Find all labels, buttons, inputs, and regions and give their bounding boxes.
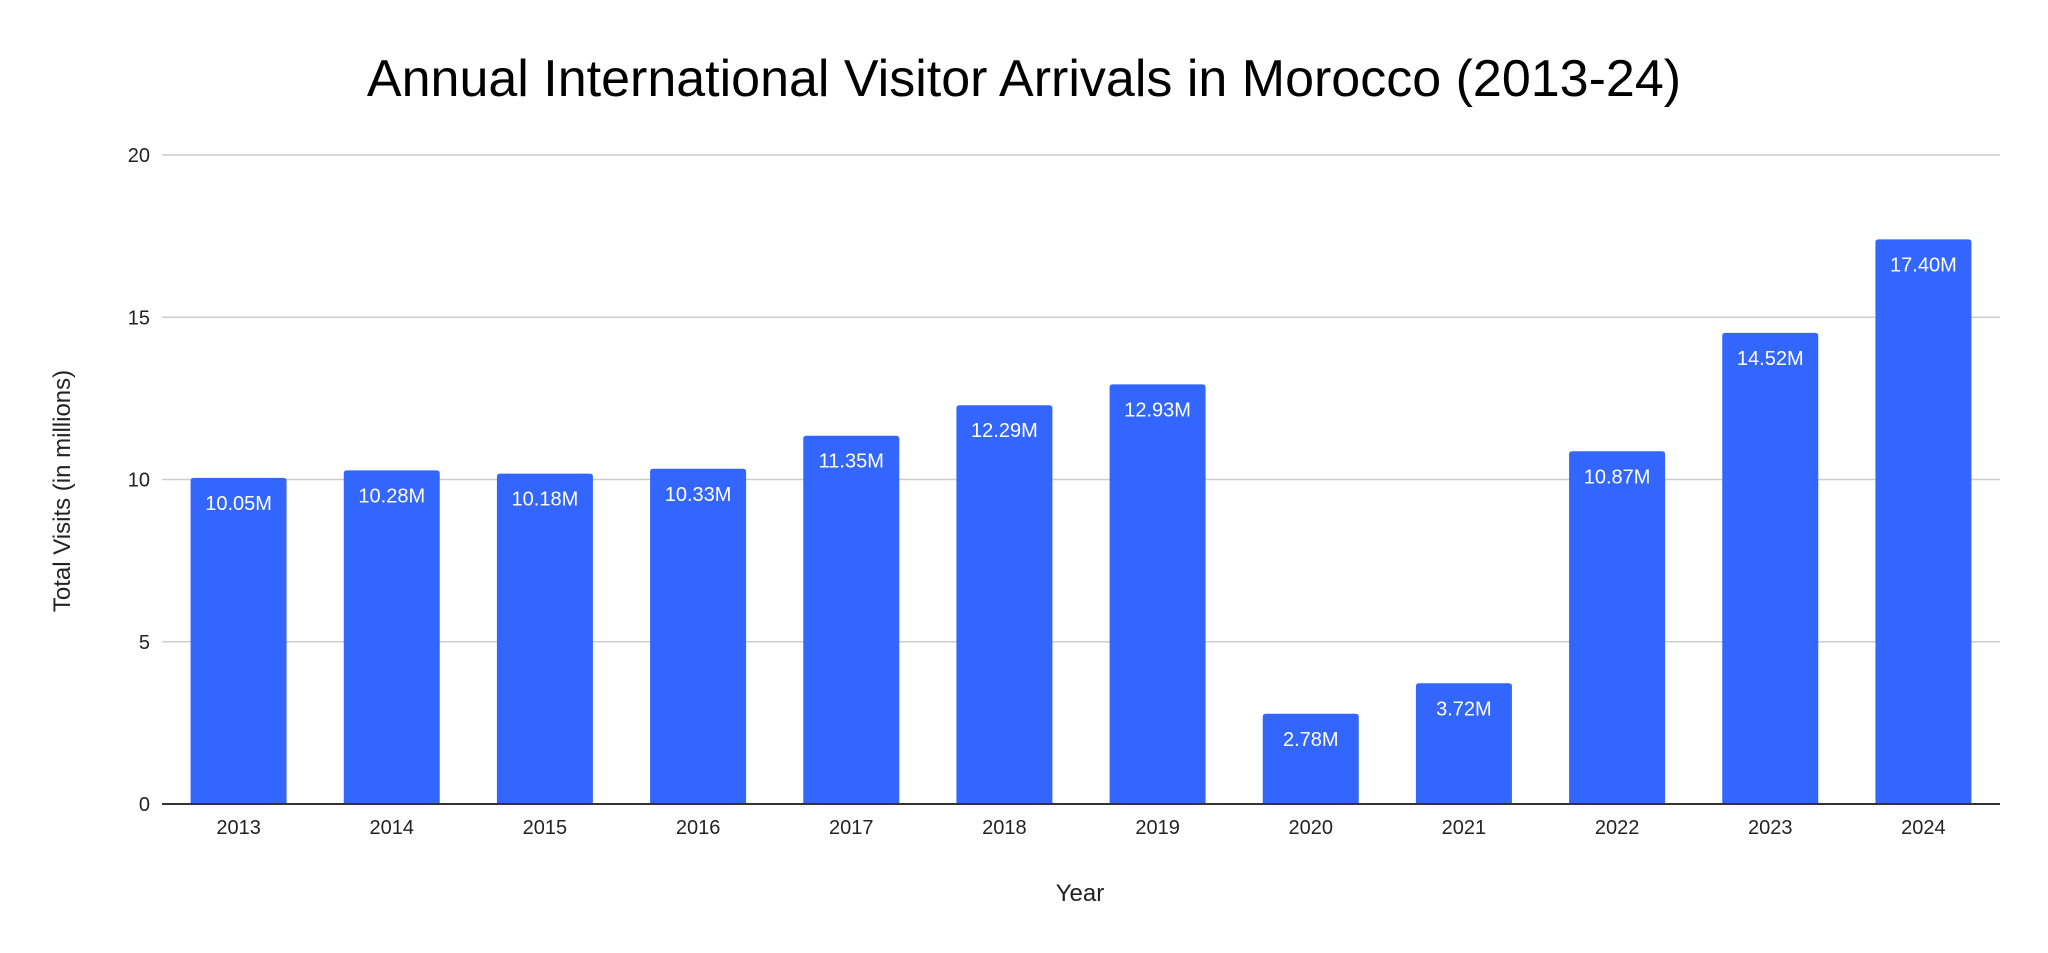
x-tick-label: 2015 (523, 817, 568, 839)
bar-2018 (956, 405, 1053, 804)
chart-title: Annual International Visitor Arrivals in… (367, 50, 1681, 108)
data-label-2023: 14.52M (1737, 348, 1804, 370)
x-tick-label: 2018 (982, 817, 1027, 839)
x-tick-label: 2022 (1595, 817, 1640, 839)
bar-2014 (343, 470, 440, 804)
bar-2019 (1109, 384, 1206, 804)
bars (190, 239, 1972, 804)
y-axis-title: Total Visits (in millions) (49, 370, 76, 612)
bar-2022 (1569, 451, 1666, 804)
bar-2013 (190, 477, 287, 804)
bar-2021 (1415, 683, 1512, 804)
x-tick-label: 2019 (1135, 817, 1180, 839)
data-label-2024: 17.40M (1890, 254, 1957, 276)
y-tick-label: 15 (128, 307, 150, 329)
x-tick-label: 2021 (1442, 817, 1487, 839)
data-label-2020: 2.78M (1283, 729, 1339, 751)
x-tick-label: 2023 (1748, 817, 1793, 839)
x-tick-label: 2017 (829, 817, 874, 839)
x-axis-title: Year (1056, 880, 1105, 907)
x-tick-label: 2016 (676, 817, 721, 839)
y-tick-label: 5 (139, 632, 150, 654)
y-axis-ticks: 0 5 10 15 20 (128, 145, 150, 816)
x-tick-label: 2020 (1289, 817, 1334, 839)
x-tick-label: 2024 (1901, 817, 1946, 839)
x-tick-label: 2013 (216, 817, 261, 839)
bar-2017 (803, 435, 900, 804)
bar-2020 (1262, 713, 1359, 804)
data-label-2013: 10.05M (205, 493, 272, 515)
y-tick-label: 10 (128, 470, 150, 492)
data-label-2018: 12.29M (971, 420, 1038, 442)
data-labels: 10.05M 10.28M 10.18M 10.33M 11.35M 12.29M 12.9… (205, 254, 1957, 750)
data-label-2016: 10.33M (665, 484, 732, 506)
x-tick-label: 2014 (370, 817, 415, 839)
bar-2016 (650, 468, 747, 804)
data-label-2014: 10.28M (358, 485, 425, 507)
data-label-2017: 11.35M (819, 451, 884, 473)
gridlines (162, 154, 2000, 643)
bar-2024 (1875, 239, 1972, 804)
data-label-2022: 10.87M (1584, 466, 1651, 488)
x-axis-ticks: 2013 2014 2015 2016 2017 2018 2019 2020 2021 2022… (216, 817, 1945, 839)
y-tick-label: 0 (139, 794, 150, 816)
y-tick-label: 20 (128, 145, 150, 167)
bar-2015 (496, 473, 593, 804)
bar-2023 (1722, 332, 1819, 804)
data-label-2015: 10.18M (512, 489, 579, 511)
data-label-2021: 3.72M (1436, 698, 1492, 720)
data-label-2019: 12.93M (1124, 399, 1191, 421)
